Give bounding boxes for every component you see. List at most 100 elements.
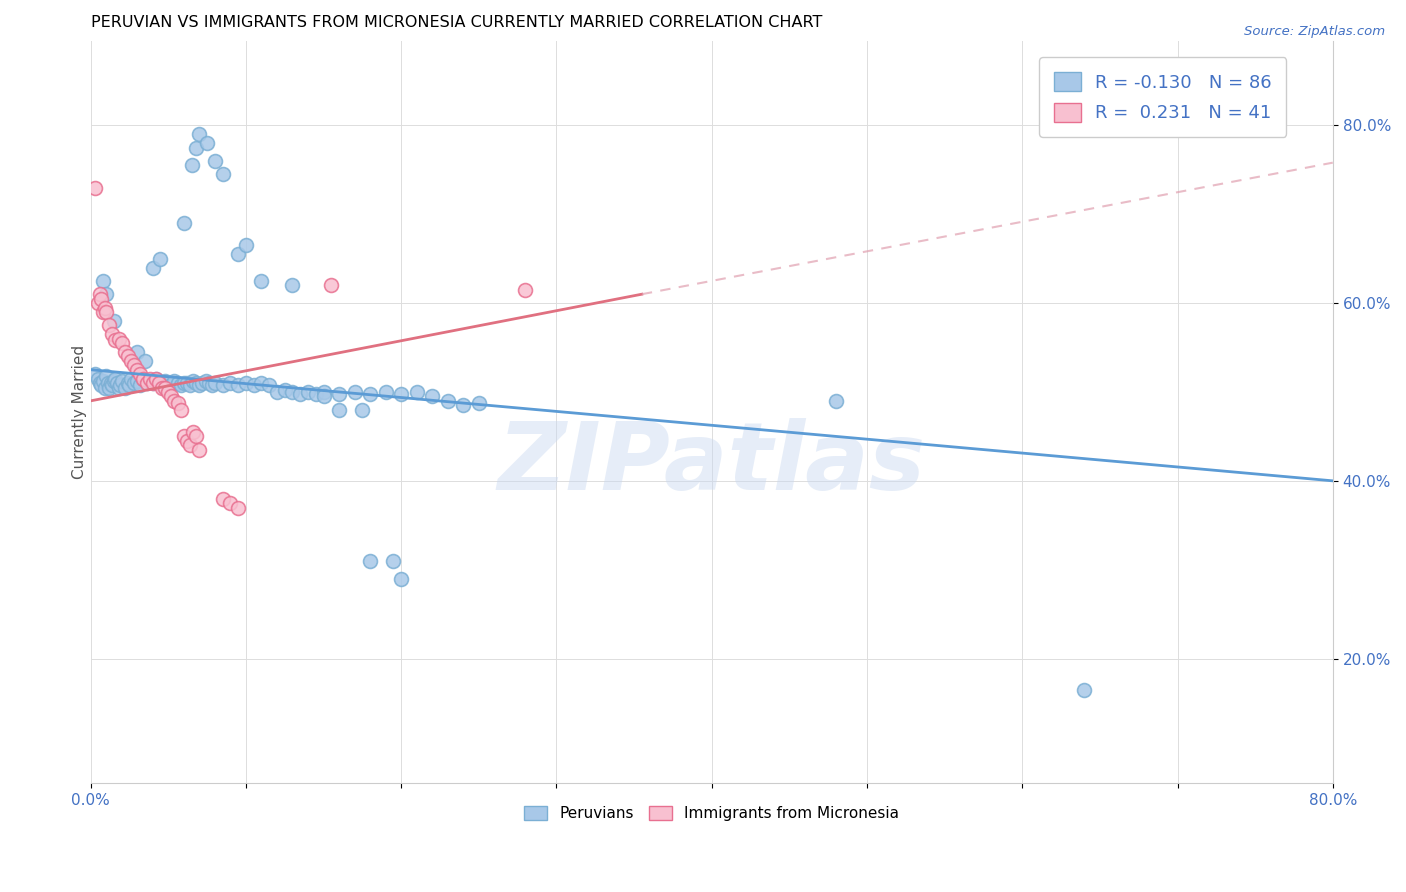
Point <box>122 359 145 373</box>
Point <box>114 380 136 394</box>
Point <box>142 376 165 390</box>
Point <box>250 376 273 390</box>
Point <box>211 167 233 181</box>
Point <box>186 429 208 443</box>
Point <box>321 278 343 293</box>
Point <box>382 554 405 568</box>
Point <box>173 376 195 390</box>
Point <box>242 377 264 392</box>
Text: Source: ZipAtlas.com: Source: ZipAtlas.com <box>1244 25 1385 38</box>
Y-axis label: Currently Married: Currently Married <box>72 345 87 479</box>
Point <box>825 393 848 408</box>
Point <box>111 374 134 388</box>
Point <box>166 395 188 409</box>
Point <box>312 384 335 399</box>
Point <box>93 380 115 394</box>
Point <box>134 354 156 368</box>
Point <box>515 283 537 297</box>
Text: ZIPatlas: ZIPatlas <box>498 418 925 510</box>
Point <box>89 376 111 390</box>
Point <box>281 278 304 293</box>
Point <box>127 345 149 359</box>
Point <box>142 260 165 275</box>
Point <box>197 376 219 390</box>
Point <box>107 332 129 346</box>
Point <box>98 380 121 394</box>
Point <box>90 377 112 392</box>
Point <box>160 377 183 392</box>
Point <box>100 376 122 390</box>
Point <box>250 274 273 288</box>
Point <box>201 377 224 392</box>
Point <box>111 336 134 351</box>
Point <box>297 384 319 399</box>
Point <box>91 305 114 319</box>
Point <box>127 363 149 377</box>
Point <box>132 371 155 385</box>
Point <box>195 136 218 150</box>
Point <box>87 371 110 385</box>
Point <box>104 334 127 348</box>
Point <box>122 376 145 390</box>
Point <box>160 389 183 403</box>
Point <box>98 318 121 333</box>
Point <box>176 376 198 390</box>
Point <box>219 376 242 390</box>
Point <box>226 500 249 515</box>
Point <box>90 292 112 306</box>
Point <box>173 216 195 230</box>
Point <box>101 327 124 342</box>
Point <box>132 371 155 385</box>
Point <box>186 376 208 390</box>
Point <box>180 158 202 172</box>
Point <box>94 287 117 301</box>
Point <box>135 376 157 390</box>
Point <box>104 371 127 385</box>
Point <box>281 384 304 399</box>
Point <box>328 402 350 417</box>
Text: PERUVIAN VS IMMIGRANTS FROM MICRONESIA CURRENTLY MARRIED CORRELATION CHART: PERUVIAN VS IMMIGRANTS FROM MICRONESIA C… <box>90 15 823 30</box>
Point <box>103 314 125 328</box>
Point <box>226 377 249 392</box>
Point <box>359 386 381 401</box>
Point <box>153 374 176 388</box>
Point <box>188 127 211 141</box>
Point <box>179 438 201 452</box>
Point <box>107 380 129 394</box>
Point <box>1073 682 1095 697</box>
Point <box>204 153 226 168</box>
Point <box>118 377 141 392</box>
Point <box>101 377 124 392</box>
Point <box>290 386 312 401</box>
Point <box>181 374 204 388</box>
Point <box>157 376 180 390</box>
Point <box>170 402 193 417</box>
Point <box>163 393 186 408</box>
Point <box>129 377 152 392</box>
Point <box>87 296 110 310</box>
Point <box>148 376 170 390</box>
Point <box>191 376 214 390</box>
Point <box>145 371 167 385</box>
Point <box>173 429 195 443</box>
Point <box>235 238 257 252</box>
Point <box>352 402 374 417</box>
Legend: Peruvians, Immigrants from Micronesia: Peruvians, Immigrants from Micronesia <box>517 799 905 828</box>
Point <box>150 380 173 394</box>
Point <box>170 377 193 392</box>
Point <box>374 384 396 399</box>
Point <box>138 371 160 385</box>
Point <box>129 367 152 381</box>
Point <box>84 367 107 381</box>
Point <box>149 252 172 266</box>
Point <box>103 374 125 388</box>
Point <box>157 384 180 399</box>
Point <box>305 386 328 401</box>
Point <box>148 376 170 390</box>
Point <box>163 374 186 388</box>
Point <box>97 376 120 390</box>
Point <box>219 496 242 510</box>
Point <box>451 398 474 412</box>
Point <box>142 376 165 390</box>
Point <box>389 572 412 586</box>
